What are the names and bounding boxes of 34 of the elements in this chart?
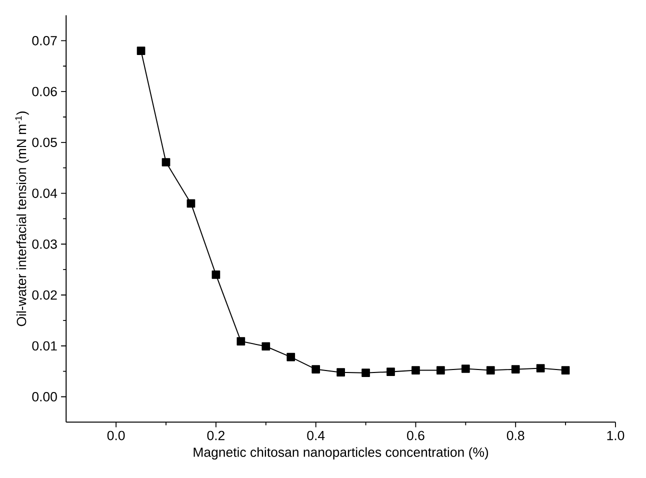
y-tick-label: 0.03 (32, 239, 57, 249)
point (386, 368, 395, 376)
x-tick-label: 0.2 (207, 430, 224, 440)
point (461, 364, 470, 373)
point (412, 366, 420, 374)
point (236, 337, 246, 346)
point (561, 366, 570, 374)
point (136, 46, 146, 55)
point (312, 365, 320, 374)
point (436, 366, 445, 374)
point (536, 364, 545, 372)
point (162, 158, 170, 166)
y-axis-title: Oil-water interfacial tension (mN m$^{-1}$) (15, 111, 29, 326)
y-tick-label: 0.00 (32, 392, 57, 402)
x-tick-label: 0.4 (307, 430, 325, 440)
point (486, 366, 495, 374)
y-tick-label: 0.01 (32, 341, 57, 350)
x-tick-label: 0.0 (107, 430, 125, 440)
y-tick-label: 0.04 (32, 188, 58, 198)
x-tick-label: 1.0 (607, 430, 624, 440)
y-tick-label: 0.06 (32, 86, 57, 96)
y-tick-label: 0.05 (32, 138, 57, 148)
x-axis-title: Magnetic chitosan nanoparticles concentration (%) (194, 447, 488, 460)
x-tick-label: 0.8 (506, 430, 524, 440)
point (511, 365, 520, 374)
point (262, 342, 270, 350)
y-tick-label: 0.02 (32, 290, 57, 300)
point (212, 270, 220, 279)
point (336, 368, 345, 376)
point (286, 352, 296, 362)
point (186, 199, 196, 208)
point (362, 368, 370, 377)
x-tick-label: 0.6 (407, 430, 424, 440)
y-tick-label: 0.07 (32, 36, 57, 46)
